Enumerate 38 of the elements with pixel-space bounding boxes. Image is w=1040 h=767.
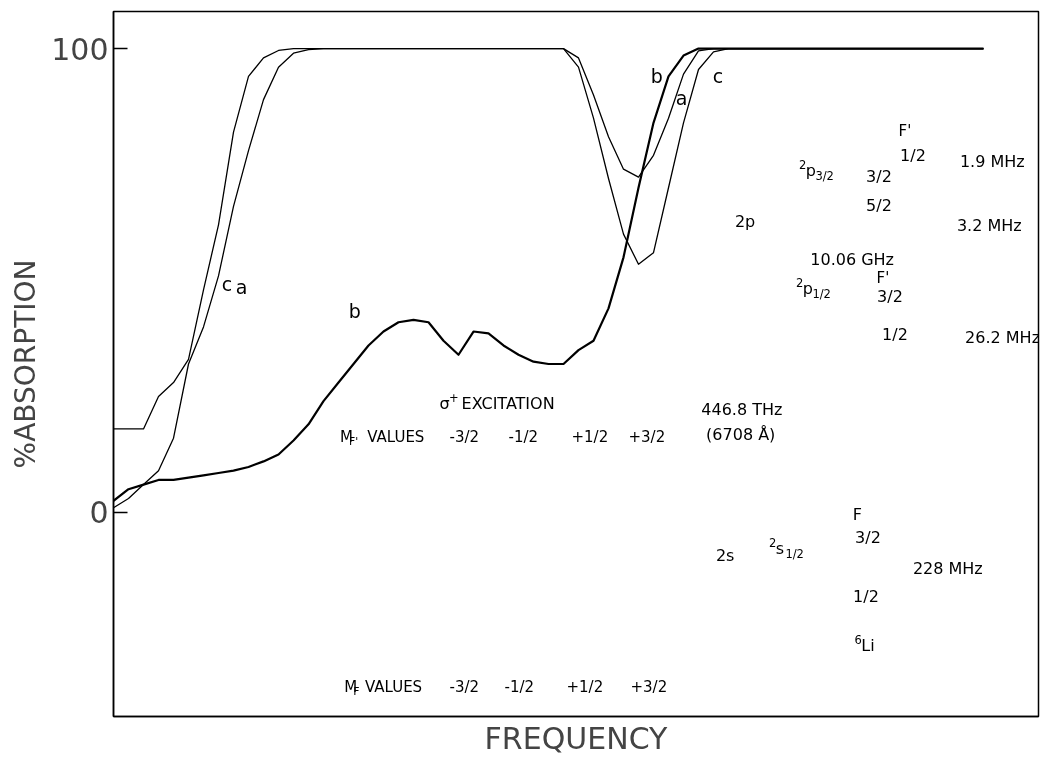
annotation: +1/2 <box>566 677 604 696</box>
text: c <box>221 272 233 295</box>
annotation: 2s <box>715 546 735 565</box>
series-label: b <box>650 64 663 87</box>
y-tick-label: 100 <box>51 31 109 67</box>
x-axis-title: FREQUENCY <box>484 720 669 756</box>
annotation: +3/2 <box>630 677 668 696</box>
annotation: -1/2 <box>508 427 539 446</box>
text: a <box>235 275 248 298</box>
annotation: σ+ EXCITATION <box>439 390 555 413</box>
annotation: 10.06 GHz <box>810 250 895 269</box>
annotation: +3/2 <box>628 427 666 446</box>
annotation: 2p <box>734 212 756 231</box>
annotation: -3/2 <box>449 677 480 696</box>
annotation: 446.8 THz <box>701 400 783 419</box>
annotation: 3/2 <box>866 167 892 186</box>
annotation: (6708 Å) <box>706 425 776 444</box>
annotation: 1/2 <box>853 587 879 606</box>
annotation: F' <box>876 268 890 287</box>
series-label: c <box>712 64 724 87</box>
annotation: 3/2 <box>855 528 881 547</box>
annotation: F <box>852 505 862 524</box>
annotation: +1/2 <box>571 427 609 446</box>
annotation: 26.2 MHz <box>965 328 1040 347</box>
annotation: 228 MHz <box>912 559 983 578</box>
annotation: 1/2 <box>900 146 926 165</box>
text: b <box>348 299 361 322</box>
annotation: F' <box>898 121 912 140</box>
annotation: -3/2 <box>449 427 480 446</box>
y-axis-title: %ABSORPTION <box>9 259 43 469</box>
annotation: 3.2 MHz <box>956 216 1022 235</box>
annotation: 1.9 MHz <box>959 152 1025 171</box>
annotation: 3/2 <box>877 287 903 306</box>
annotation: 1/2 <box>882 325 908 344</box>
series-label: a <box>675 86 688 109</box>
annotation: -1/2 <box>504 677 535 696</box>
y-tick-label: 0 <box>89 495 109 531</box>
annotation: 5/2 <box>866 196 892 215</box>
